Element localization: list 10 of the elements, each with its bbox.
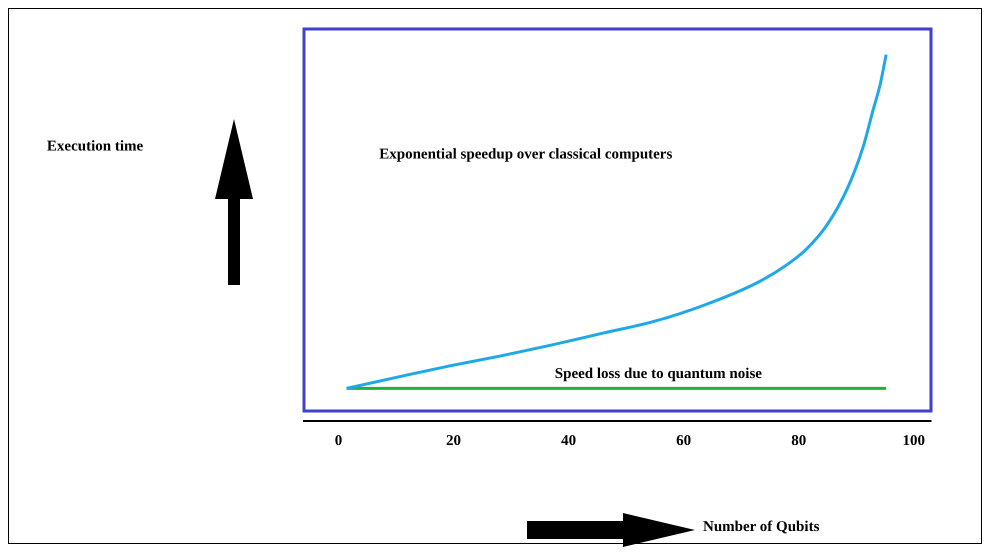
annotation: Exponential speedup over classical computers — [379, 146, 672, 162]
x-tick-label: 20 — [446, 432, 462, 449]
x-tick-label: 40 — [561, 432, 576, 449]
x-tick-label: 60 — [676, 432, 692, 449]
x-tick-label: 80 — [791, 432, 806, 449]
annotation: Speed loss due to quantum noise — [554, 366, 762, 382]
x-tick-label: 100 — [902, 432, 925, 449]
text: Execution time — [46, 138, 144, 154]
x-axis-title: Number of Qubits — [703, 519, 820, 536]
x-tick-label: 0 — [334, 432, 342, 449]
